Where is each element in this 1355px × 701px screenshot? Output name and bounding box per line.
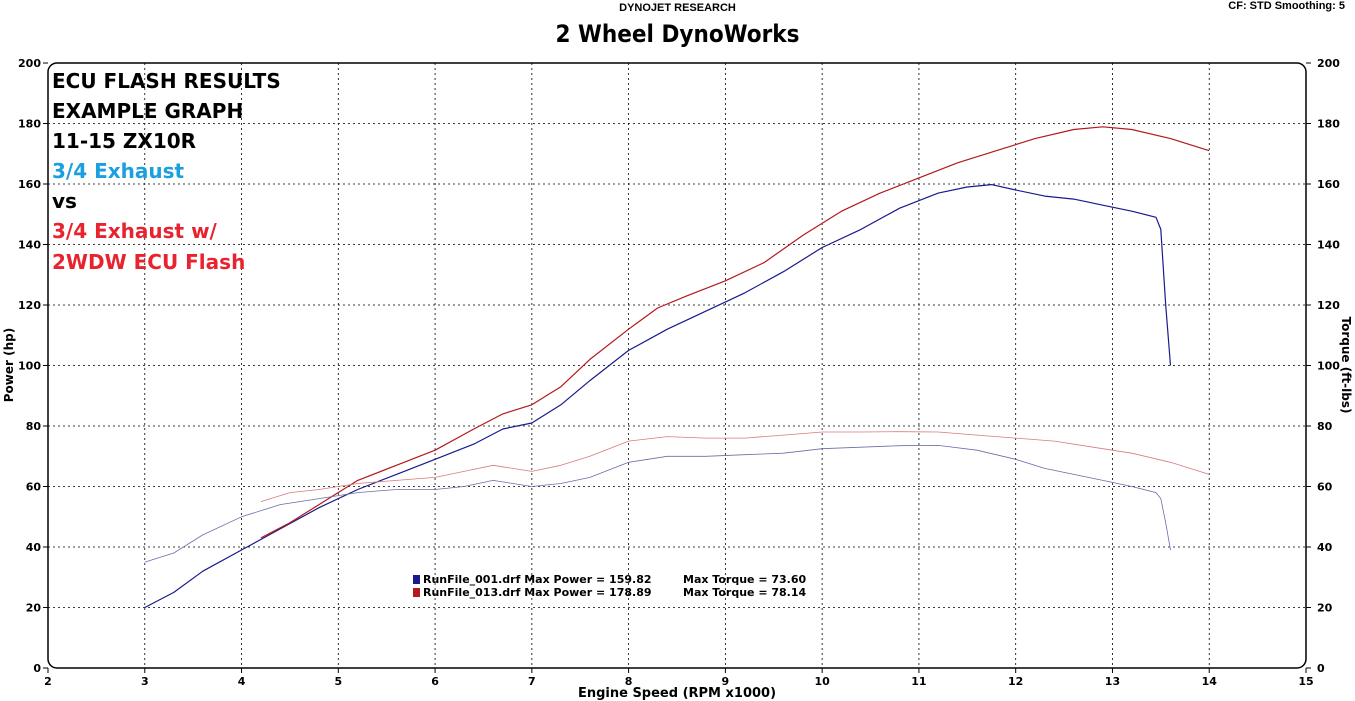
- legend-max-power: Max Power = 178.89: [524, 586, 652, 599]
- x-tick-label: 9: [722, 675, 730, 688]
- legend-entry: RunFile_013.drf Max Power = 178.89 Max To…: [413, 586, 806, 599]
- annotation-line: 3/4 Exhaust: [52, 159, 185, 183]
- annotation-line: 11-15 ZX10R: [52, 129, 197, 153]
- x-tick-label: 14: [1202, 675, 1218, 688]
- y-tick-label: 40: [26, 541, 42, 554]
- y2-tick-label: 120: [1317, 299, 1340, 312]
- x-tick-label: 11: [911, 675, 926, 688]
- y-tick-label: 100: [18, 360, 41, 373]
- x-tick-label: 15: [1298, 675, 1313, 688]
- series-line: [260, 431, 1210, 502]
- y2-tick-label: 100: [1317, 360, 1340, 373]
- x-tick-label: 6: [431, 675, 439, 688]
- annotation-line: 2WDW ECU Flash: [52, 250, 246, 274]
- y2-tick-label: 80: [1317, 420, 1333, 433]
- dyno-brand: DYNOJET RESEARCH: [619, 2, 736, 14]
- x-tick-label: 10: [814, 675, 830, 688]
- y-tick-label: 60: [26, 481, 42, 494]
- legend-swatch: [413, 588, 420, 597]
- y2-tick-label: 20: [1317, 602, 1333, 615]
- y-tick-label: 140: [18, 239, 41, 252]
- annotation-line: EXAMPLE GRAPH: [52, 99, 244, 123]
- x-tick-label: 7: [528, 675, 536, 688]
- x-axis-label: Engine Speed (RPM x1000): [578, 686, 776, 701]
- y-tick-label: 120: [18, 299, 41, 312]
- x-tick-label: 8: [625, 675, 633, 688]
- x-tick-label: 5: [334, 675, 342, 688]
- series-line: [144, 184, 1172, 609]
- y-tick-label: 20: [26, 602, 42, 615]
- y2-axis-label: Torque (ft-lbs): [1339, 317, 1353, 414]
- x-tick-label: 2: [44, 675, 52, 688]
- y-tick-label: 200: [18, 57, 41, 70]
- x-tick-label: 12: [1008, 675, 1023, 688]
- y-tick-label: 180: [18, 118, 41, 131]
- series-line: [260, 126, 1210, 539]
- y-tick-label: 80: [26, 420, 42, 433]
- y2-tick-label: 160: [1317, 178, 1340, 191]
- series-line: [144, 444, 1171, 563]
- grid: [48, 63, 1306, 668]
- x-tick-label: 13: [1105, 675, 1120, 688]
- series-group: [144, 126, 1210, 609]
- legend-max-torque: Max Torque = 73.60: [683, 573, 807, 586]
- annotation-line: ECU FLASH RESULTS: [52, 69, 281, 93]
- x-tick-label: 3: [141, 675, 149, 688]
- y-axis-label: Power (hp): [2, 328, 16, 402]
- legend-file: RunFile_001.drf: [423, 573, 521, 586]
- y2-tick-label: 200: [1317, 57, 1340, 70]
- legend-max-torque: Max Torque = 78.14: [683, 586, 807, 599]
- y2-tick-label: 180: [1317, 118, 1340, 131]
- legend-max-power: Max Power = 159.82: [524, 573, 652, 586]
- y-tick-label: 160: [18, 178, 41, 191]
- y-tick-label: 0: [33, 662, 41, 675]
- y2-tick-label: 140: [1317, 239, 1340, 252]
- plot-frame: [47, 62, 1307, 669]
- axis-ticks: 2 3 4 5 6 7 8 9 10 11 12 13 14 15 0 0 20 20 40 40 60 60 80 80 10…: [18, 57, 1340, 688]
- y2-tick-label: 60: [1317, 481, 1333, 494]
- run-settings: CF: STD Smoothing: 5: [1228, 0, 1345, 12]
- legend-entry: RunFile_001.drf Max Power = 159.82 Max To…: [413, 573, 806, 586]
- chart-title: 2 Wheel DynoWorks: [555, 20, 800, 48]
- y2-tick-label: 40: [1317, 541, 1333, 554]
- legend-file: RunFile_013.drf: [423, 586, 521, 599]
- legend-swatch: [413, 575, 420, 584]
- y2-tick-label: 0: [1317, 662, 1325, 675]
- x-tick-label: 4: [238, 675, 246, 688]
- annotation-line: vs: [52, 189, 77, 213]
- annotation-line: 3/4 Exhaust w/: [52, 219, 217, 243]
